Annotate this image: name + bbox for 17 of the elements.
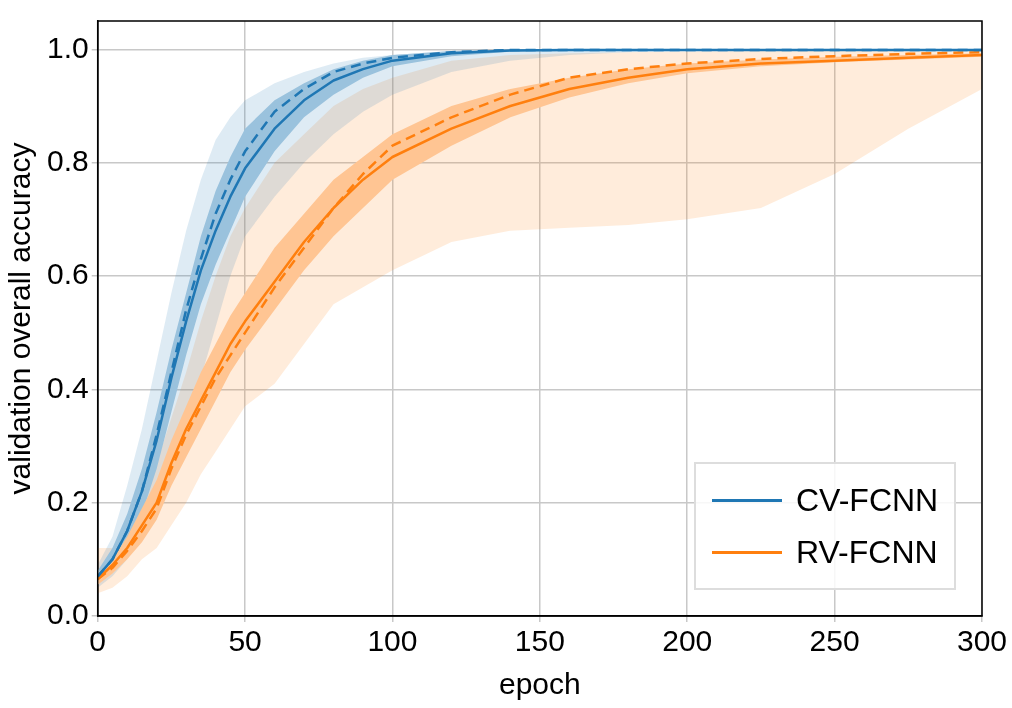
legend-label: CV-FCNN xyxy=(796,481,939,520)
x-tick-label: 250 xyxy=(809,624,860,658)
x-tick-label: 0 xyxy=(89,624,107,658)
y-tick-label: 0.4 xyxy=(46,370,89,404)
y-tick-label: 0.0 xyxy=(46,597,89,631)
x-tick-label: 300 xyxy=(956,624,1008,658)
x-tick-label: 100 xyxy=(367,624,418,658)
x-tick-label: 50 xyxy=(228,624,262,658)
y-tick-label: 0.8 xyxy=(46,143,89,177)
y-tick-label: 0.2 xyxy=(46,483,89,517)
y-tick-label: 1.0 xyxy=(46,30,89,64)
x-tick-label: 200 xyxy=(662,624,713,658)
y-tick-label: 0.6 xyxy=(46,257,89,291)
x-tick-label: 150 xyxy=(514,624,565,658)
y-axis-title: validation overall accuracy xyxy=(3,142,37,495)
legend-label: RV-FCNN xyxy=(796,533,938,572)
x-axis-title: epoch xyxy=(498,667,581,701)
